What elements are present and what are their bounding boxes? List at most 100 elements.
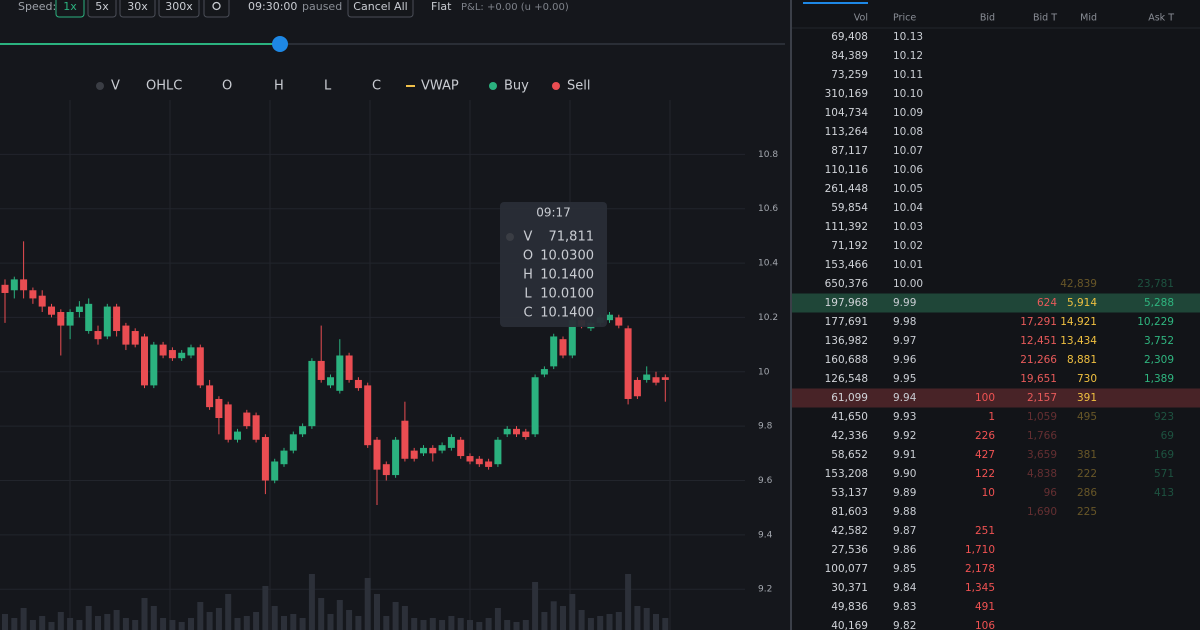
speed-button-label[interactable]: 300x (165, 0, 193, 13)
row-highlight (792, 293, 1200, 313)
volume-bar (420, 620, 427, 630)
volume-bar (485, 618, 492, 630)
candle-body (354, 379, 362, 389)
speed-button[interactable] (158, 0, 200, 18)
cell-price: 10.06 (893, 164, 923, 176)
candle-body (234, 431, 241, 440)
speed-button-label[interactable]: 30x (127, 0, 148, 13)
candle-body (252, 415, 260, 440)
speed-button[interactable] (87, 0, 117, 18)
volume-bar (271, 606, 278, 630)
candle-body (178, 352, 186, 359)
tooltip-swatch (506, 233, 514, 241)
candle-body (392, 439, 400, 476)
volume-bar (95, 616, 101, 630)
cell-vol: 650,376 (825, 278, 869, 290)
cell-bid: 226 (975, 430, 995, 442)
volume-bar (643, 608, 650, 630)
settings-button[interactable] (203, 0, 230, 18)
legend-label: VWAP (421, 79, 459, 94)
candle-body (624, 328, 632, 399)
cell-mid: 225 (1077, 506, 1097, 518)
candle-body (327, 377, 334, 386)
cell-price: 9.85 (893, 563, 916, 575)
candle-body (410, 450, 418, 459)
cell-mid: 381 (1077, 449, 1097, 461)
candle-body (159, 344, 167, 356)
legend-label: V (111, 79, 120, 94)
candle-body (615, 317, 623, 326)
cell-price: 9.88 (893, 506, 916, 518)
candle-body (317, 360, 325, 380)
candle-body (485, 461, 493, 467)
candle-body (540, 369, 548, 375)
y-tick-label: 10.4 (758, 259, 778, 269)
cancel-all-button[interactable] (347, 0, 414, 18)
speed-button[interactable] (119, 0, 156, 18)
candle-body (196, 347, 204, 386)
volume-bar (625, 574, 632, 630)
cell-price: 9.86 (893, 544, 917, 556)
settings-icon (212, 1, 221, 11)
cell-vol: 177,691 (825, 316, 868, 328)
cell-bid-t: 1,690 (1027, 506, 1057, 518)
candle-body (122, 325, 130, 345)
y-tick-label: 10.8 (758, 150, 778, 160)
cell-vol: 136,982 (825, 335, 868, 347)
cell-price: 9.95 (893, 373, 916, 385)
volume-bar (494, 608, 501, 630)
speed-button-label[interactable]: 5x (95, 0, 109, 13)
cell-bid: 251 (975, 525, 995, 537)
cell-vol: 27,536 (831, 544, 868, 556)
candle-body (299, 426, 307, 435)
volume-bar (401, 606, 408, 630)
cell-vol: 42,336 (831, 430, 868, 442)
cell-vol: 160,688 (825, 354, 868, 366)
legend-swatch (489, 82, 497, 90)
volume-bar (308, 574, 315, 630)
cell-price: 10.09 (893, 107, 923, 119)
cell-price: 9.84 (893, 582, 917, 594)
cell-bid-t: 2,157 (1027, 392, 1057, 404)
cell-vol: 61,099 (831, 392, 868, 404)
volume-bar (587, 618, 594, 630)
candle-body (661, 377, 669, 380)
cell-bid: 2,178 (965, 563, 995, 575)
volume-bar (578, 610, 585, 630)
y-tick-label: 10.6 (758, 204, 778, 214)
volume-bar (206, 612, 213, 630)
speed-button-label[interactable]: 1x (63, 0, 77, 13)
volume-bar (318, 598, 325, 630)
slider-knob[interactable] (272, 36, 288, 52)
status: paused (302, 0, 342, 13)
cell-price: 9.99 (893, 297, 916, 309)
cell-price: 10.10 (893, 88, 923, 100)
candle-body (29, 290, 37, 299)
volume-bar (550, 601, 557, 630)
volume-bar (57, 612, 64, 630)
cancel-all-label[interactable]: Cancel All (353, 0, 407, 13)
y-tick-label: 10.2 (758, 313, 778, 323)
candle-body (224, 404, 232, 440)
cell-ask-t: 69 (1161, 430, 1174, 442)
candle-body (457, 439, 465, 457)
volume-bar (457, 618, 464, 630)
cell-bid-t: 96 (1044, 487, 1058, 499)
tooltip-value: 10.1400 (540, 268, 594, 283)
speed-button[interactable] (55, 0, 85, 18)
cell-mid: 730 (1077, 373, 1097, 385)
cell-vol: 261,448 (825, 183, 868, 195)
candle-body (141, 336, 148, 386)
row-highlight (792, 388, 1200, 408)
cell-mid: 391 (1077, 392, 1097, 404)
volume-bar (67, 618, 74, 630)
cell-price: 10.05 (893, 183, 923, 195)
volume-bar (439, 620, 446, 630)
cell-vol: 104,734 (825, 107, 869, 119)
volume-bar (2, 614, 8, 630)
cell-ask-t: 5,288 (1144, 297, 1174, 309)
cell-bid-t: 1,766 (1027, 430, 1057, 442)
volume-bar (541, 612, 548, 630)
volume-bar (606, 614, 613, 630)
candle-body (513, 428, 520, 435)
